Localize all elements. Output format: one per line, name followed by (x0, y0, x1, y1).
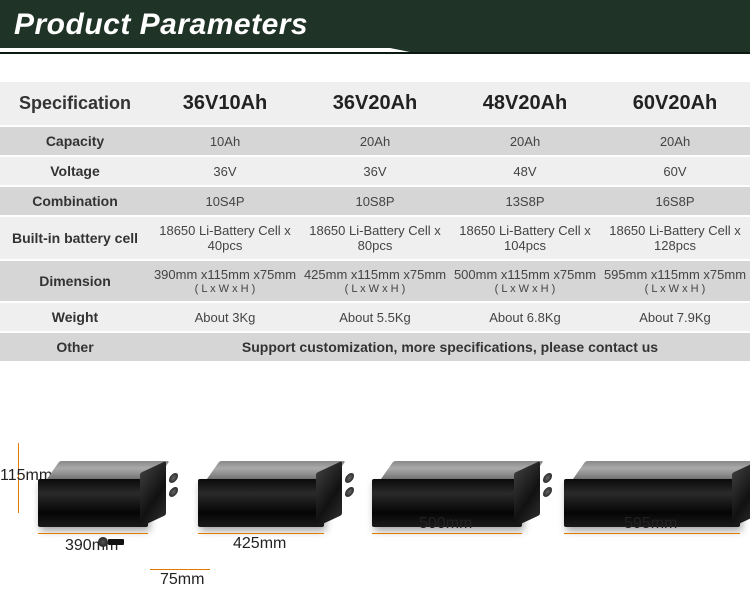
battery-port (543, 485, 552, 498)
table-cell: 36V (150, 156, 300, 186)
table-cell: About 5.5Kg (300, 302, 450, 332)
table-cell: 16S8P (600, 186, 750, 216)
row-label: Capacity (0, 126, 150, 156)
header-underline (0, 48, 390, 52)
table-cell: 425mm x115mm x75mm( L x W x H ) (300, 260, 450, 302)
battery-endcap (140, 461, 166, 527)
battery-illustration: 115mm 390mm425mm500mm595mm 75mm (0, 369, 750, 599)
cell-sub: ( L x W x H ) (152, 283, 298, 295)
row-label: Dimension (0, 260, 150, 302)
table-row: Combination10S4P10S8P13S8P16S8P (0, 186, 750, 216)
header-bar: Product Parameters (0, 0, 750, 54)
battery-front (38, 479, 148, 527)
cell-sub: ( L x W x H ) (302, 283, 448, 295)
table-cell: 10Ah (150, 126, 300, 156)
battery-top (573, 461, 750, 479)
other-text: Support customization, more specificatio… (150, 332, 750, 362)
table-cell: 20Ah (300, 126, 450, 156)
dim-width-label: 75mm (160, 571, 204, 589)
dim-line-length (372, 533, 522, 534)
battery-port (345, 471, 354, 484)
table-row: Dimension390mm x115mm x75mm( L x W x H )… (0, 260, 750, 302)
table-cell: 18650 Li-Battery Cell x 80pcs (300, 216, 450, 260)
table-cell: 48V (450, 156, 600, 186)
col-header: 36V10Ah (150, 82, 300, 126)
table-cell: 10S8P (300, 186, 450, 216)
table-cell: 18650 Li-Battery Cell x 104pcs (450, 216, 600, 260)
cell-sub: ( L x W x H ) (602, 283, 748, 295)
spec-table: Specification 36V10Ah 36V20Ah 48V20Ah 60… (0, 82, 750, 363)
table-row: Built-in battery cell18650 Li-Battery Ce… (0, 216, 750, 260)
battery-front (198, 479, 324, 527)
dim-length-label: 425mm (233, 535, 286, 553)
dim-line-width (150, 569, 210, 570)
table-row: WeightAbout 3KgAbout 5.5KgAbout 6.8KgAbo… (0, 302, 750, 332)
dim-length-label: 500mm (419, 515, 472, 533)
table-header-row: Specification 36V10Ah 36V20Ah 48V20Ah 60… (0, 82, 750, 126)
table-cell: About 3Kg (150, 302, 300, 332)
spec-label: Specification (0, 82, 150, 126)
table-cell: 13S8P (450, 186, 600, 216)
battery-port (169, 471, 178, 484)
table-cell: 500mm x115mm x75mm( L x W x H ) (450, 260, 600, 302)
battery-item (38, 479, 148, 527)
header-gap (0, 54, 750, 82)
battery-item (198, 479, 324, 527)
battery-endcap (514, 461, 540, 527)
battery-port (169, 485, 178, 498)
table-row-other: OtherSupport customization, more specifi… (0, 332, 750, 362)
cell-sub: ( L x W x H ) (452, 283, 598, 295)
col-header: 48V20Ah (450, 82, 600, 126)
table-cell: About 6.8Kg (450, 302, 600, 332)
dim-line-length (564, 533, 740, 534)
dim-line-length (198, 533, 324, 534)
battery-port (345, 485, 354, 498)
table-row: Capacity10Ah20Ah20Ah20Ah (0, 126, 750, 156)
row-label: Combination (0, 186, 150, 216)
dim-length-label: 595mm (624, 515, 677, 533)
table-cell: About 7.9Kg (600, 302, 750, 332)
table-cell: 595mm x115mm x75mm( L x W x H ) (600, 260, 750, 302)
table-cell: 18650 Li-Battery Cell x 128pcs (600, 216, 750, 260)
battery-port (543, 471, 552, 484)
page-title: Product Parameters (0, 0, 750, 42)
table-cell: 18650 Li-Battery Cell x 40pcs (150, 216, 300, 260)
table-cell: 20Ah (600, 126, 750, 156)
row-label: Voltage (0, 156, 150, 186)
dim-line-length (38, 533, 148, 534)
row-label: Built-in battery cell (0, 216, 150, 260)
table-cell: 60V (600, 156, 750, 186)
battery-endcap (732, 461, 750, 527)
table-row: Voltage36V36V48V60V (0, 156, 750, 186)
row-label: Weight (0, 302, 150, 332)
col-header: 60V20Ah (600, 82, 750, 126)
battery-key-icon (108, 539, 124, 545)
table-cell: 36V (300, 156, 450, 186)
table-cell: 10S4P (150, 186, 300, 216)
battery-endcap (316, 461, 342, 527)
table-cell: 20Ah (450, 126, 600, 156)
table-cell: 390mm x115mm x75mm( L x W x H ) (150, 260, 300, 302)
col-header: 36V20Ah (300, 82, 450, 126)
row-label: Other (0, 332, 150, 362)
